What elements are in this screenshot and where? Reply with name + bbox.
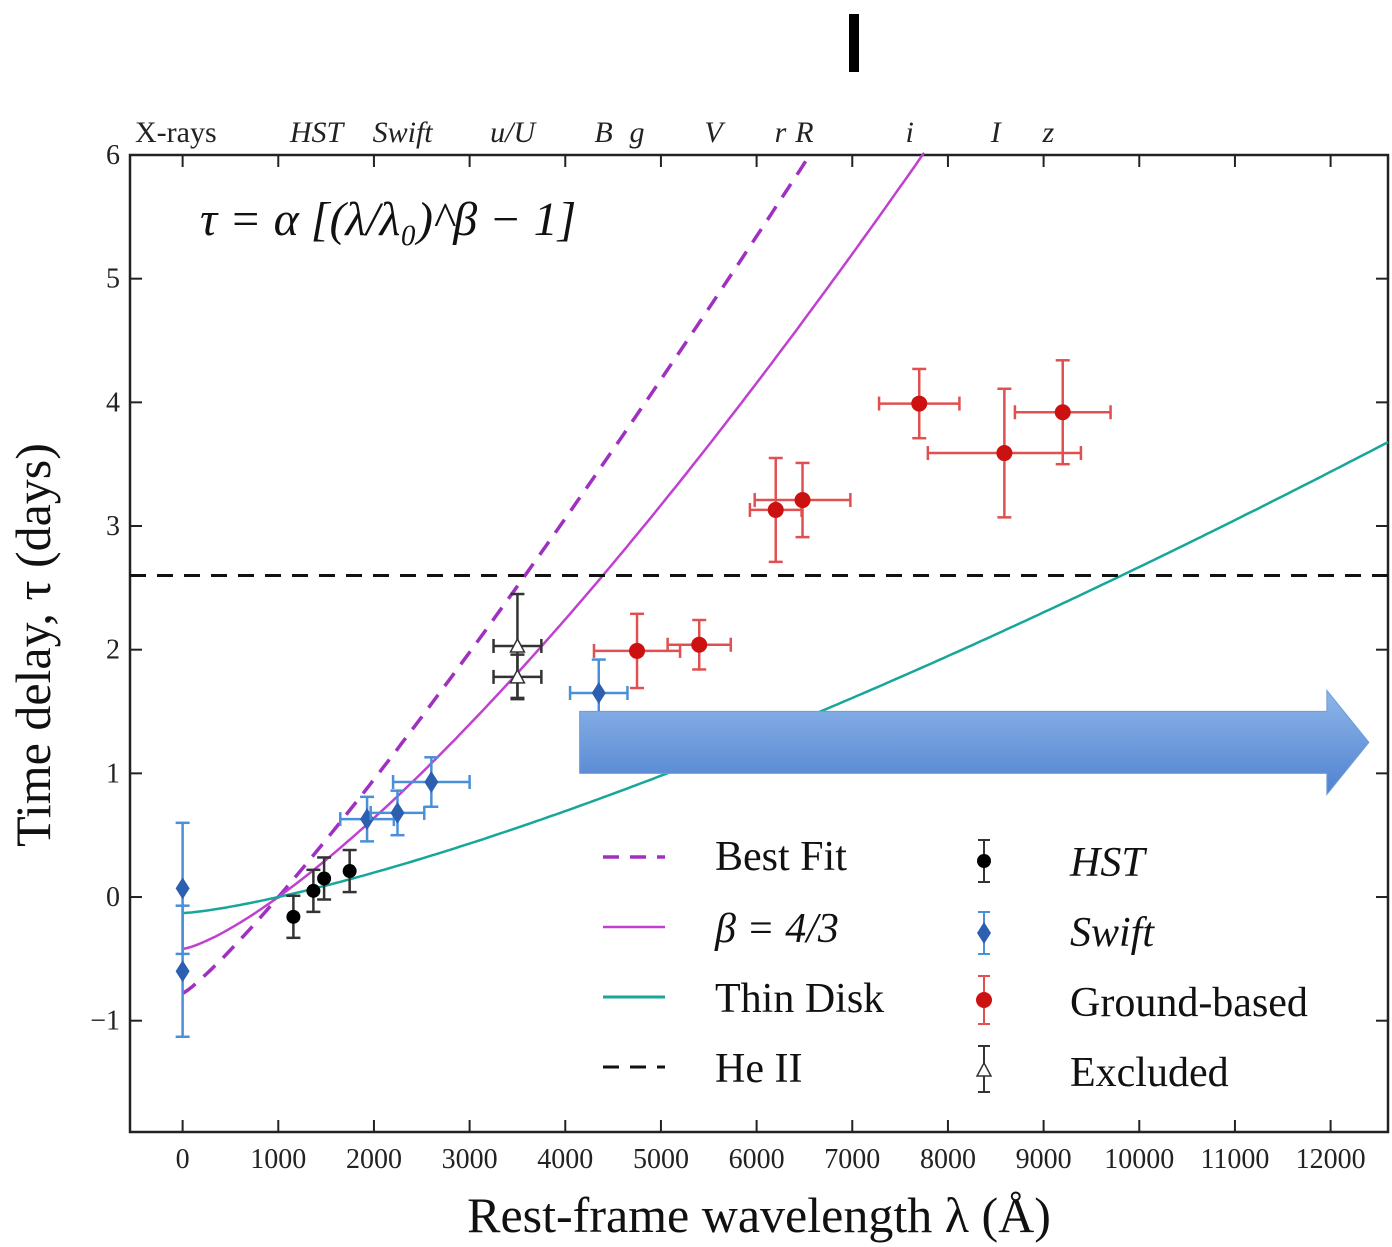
x-tick-label: 10000 [1104, 1144, 1174, 1175]
band-label: R [794, 116, 813, 149]
legend-marker-ground [976, 975, 992, 1025]
x-tick-label: 1000 [250, 1144, 306, 1175]
legend-marker-hst [977, 839, 991, 883]
band-label: g [630, 116, 645, 149]
marker [911, 395, 928, 412]
point-hst [286, 894, 301, 940]
y-tick-label: 1 [106, 758, 120, 789]
marker [691, 636, 708, 653]
marker [390, 801, 405, 824]
legend-label-excluded: Excluded [1070, 1050, 1229, 1096]
marker [317, 871, 332, 886]
marker [286, 909, 301, 924]
point-ground-based [1013, 359, 1112, 466]
marker [591, 681, 606, 704]
equation-label: τ = α [(λ/λ₀)^β − 1] [200, 193, 576, 246]
x-axis-title: Rest-frame wavelength λ (Å) [467, 1187, 1051, 1243]
curve-best-fit [181, 154, 811, 995]
legend-label-ground: Ground-based [1070, 980, 1308, 1026]
x-tick-label: 11000 [1200, 1144, 1269, 1175]
marker [342, 864, 357, 879]
band-label: u/U [490, 116, 537, 149]
y-tick-label: 0 [106, 882, 120, 913]
point-ground-based [748, 456, 803, 564]
marker [509, 637, 526, 653]
x-tick-label: 5000 [633, 1144, 689, 1175]
marker [306, 883, 321, 898]
point-swift [369, 789, 426, 837]
marker [794, 492, 811, 509]
legend-label-swift: Swift [1070, 910, 1155, 956]
x-tick-label: 0 [176, 1144, 190, 1175]
y-tick-label: 5 [106, 264, 120, 295]
legend: Best Fit β = 4/3 Thin Disk He II HST Swi… [603, 834, 1308, 1096]
legend-label-he-ii: He II [715, 1046, 802, 1092]
arrow-shape [579, 689, 1370, 796]
y-tick-label: −1 [90, 1006, 120, 1037]
y-tick-label: 4 [106, 387, 120, 418]
x-tick-label: 7000 [824, 1144, 880, 1175]
point-hst [306, 868, 321, 914]
band-label: HST [289, 116, 346, 149]
legend-label-best-fit: Best Fit [715, 834, 847, 880]
x-tick-label: 3000 [442, 1144, 498, 1175]
band-label: r [775, 116, 787, 149]
x-tick-label: 9000 [1016, 1144, 1072, 1175]
marker [175, 960, 190, 983]
point-hst [342, 848, 357, 894]
marker [629, 642, 646, 659]
x-tick-label: 12000 [1296, 1144, 1366, 1175]
top-mark [849, 14, 859, 72]
x-tick-label: 4000 [537, 1144, 593, 1175]
point-ground-based [592, 612, 682, 690]
marker [1054, 404, 1071, 421]
x-tick-label: 6000 [729, 1144, 785, 1175]
x-tick-label: 8000 [920, 1144, 976, 1175]
legend-marker-swift [977, 911, 991, 955]
data-points [175, 359, 1112, 1039]
band-label: Swift [373, 116, 434, 149]
x-tick-label: 2000 [346, 1144, 402, 1175]
marker [767, 501, 784, 518]
legend-label-hst: HST [1069, 840, 1147, 886]
point-ground-based [877, 367, 961, 440]
band-label: i [906, 116, 914, 149]
axis-ticks: 0 1000 2000 3000 4000 5000 6000 7000 8000 9000 100… [90, 140, 1388, 1175]
y-tick-label: 2 [106, 635, 120, 666]
legend-label-thin-disk: Thin Disk [715, 976, 884, 1022]
point-swift [391, 756, 471, 808]
point-ground-based [666, 618, 733, 671]
marker [424, 771, 439, 794]
band-label: B [594, 116, 612, 149]
band-label: I [990, 116, 1003, 149]
point-swift [175, 904, 190, 1039]
y-axis-title: Time delay, τ (days) [5, 443, 61, 847]
band-label: X-rays [135, 116, 217, 149]
legend-label-beta: β = 4/3 [714, 906, 839, 952]
point-excluded [492, 653, 543, 701]
point-ground-based [926, 387, 1083, 519]
annotation-arrow [579, 689, 1370, 796]
curve--4-3 [182, 152, 926, 951]
point-ground-based [753, 461, 852, 539]
marker [996, 445, 1013, 462]
point-hst [317, 856, 332, 901]
plot-frame [128, 153, 1390, 1134]
y-tick-label: 3 [106, 511, 120, 542]
band-label: V [704, 116, 726, 149]
marker [509, 668, 526, 684]
legend-marker-excluded [975, 1045, 993, 1093]
y-tick-label: 6 [106, 140, 120, 171]
marker [175, 877, 190, 900]
band-label: z [1042, 116, 1055, 149]
